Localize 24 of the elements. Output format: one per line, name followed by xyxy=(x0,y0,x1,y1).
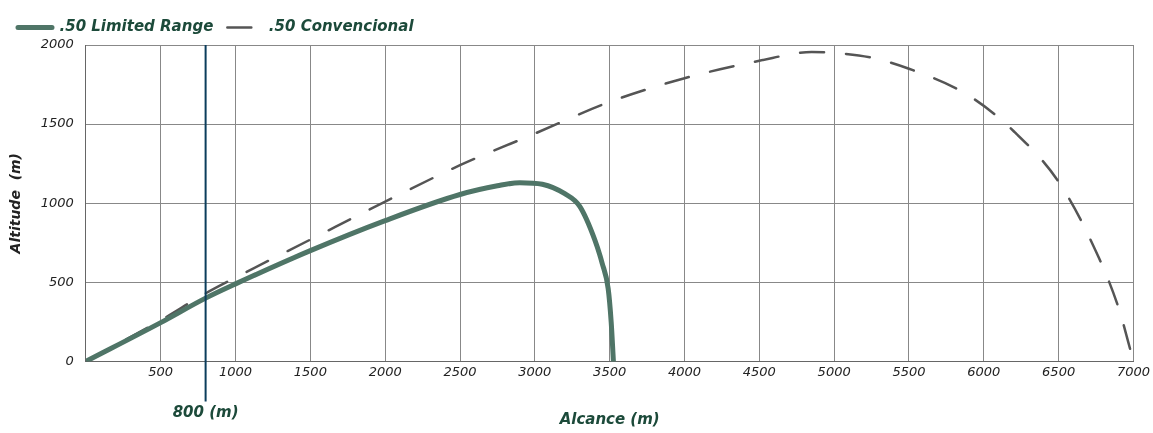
y-axis-title: Altitude (m) xyxy=(7,152,24,255)
x-axis-title: Alcance (m) xyxy=(558,409,660,428)
legend-label: .50 Convencional xyxy=(268,17,415,36)
x-tick-label: 1500 xyxy=(293,363,327,379)
x-tick-label: 3000 xyxy=(518,363,552,379)
x-tick-label: 4000 xyxy=(667,363,702,379)
x-tick-label: 2000 xyxy=(368,363,402,379)
y-tick-label: 1000 xyxy=(40,194,74,210)
x-tick-label: 5000 xyxy=(817,363,851,379)
x-tick-label: 2500 xyxy=(443,363,477,379)
y-tick-label: 0 xyxy=(65,352,74,368)
y-tick-label: 500 xyxy=(49,273,74,289)
y-tick-label: 1500 xyxy=(40,115,74,131)
x-tick-label: 7000 xyxy=(1116,363,1150,379)
x-tick-label: 4500 xyxy=(742,363,776,379)
y-tick-label: 2000 xyxy=(40,36,74,52)
x-tick-label: 3500 xyxy=(593,363,627,379)
ref-line-label: 800 (m) xyxy=(172,402,239,421)
legend-label: .50 Limited Range xyxy=(59,17,214,36)
x-tick-label: 5500 xyxy=(892,363,926,379)
x-tick-label: 6500 xyxy=(1042,363,1076,379)
x-tick-label: 1000 xyxy=(218,363,253,379)
x-tick-label: 6000 xyxy=(967,363,1001,379)
x-tick-label: 500 xyxy=(148,363,174,379)
